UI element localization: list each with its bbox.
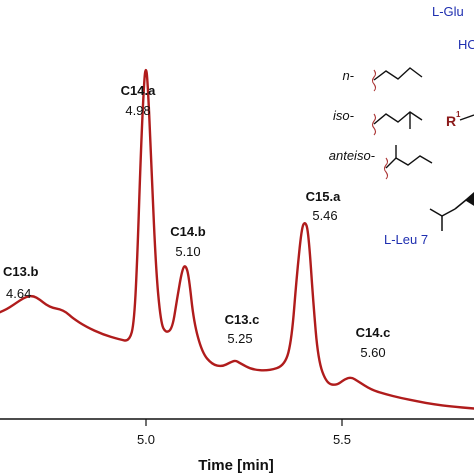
peak-name-c14c: C14.c <box>356 325 391 340</box>
peak-rt-c15a: 5.46 <box>312 208 337 223</box>
structure-label-anteiso: anteiso- <box>329 148 376 163</box>
peak-name-c14a: C14.a <box>121 83 156 98</box>
r1-superscript: 1 <box>456 110 461 119</box>
peak-name-c13c: C13.c <box>225 312 260 327</box>
r1-label: R <box>446 113 456 129</box>
r1-bond <box>459 114 474 121</box>
l-glu-label: L-Glu <box>432 4 464 19</box>
n-alkyl-structure <box>371 67 423 92</box>
peak-name-c14b: C14.b <box>170 224 205 239</box>
peak-rt-c14b: 5.10 <box>175 244 200 259</box>
peak-name-c13b: C13.b <box>3 264 38 279</box>
x-tick-label-5-5: 5.5 <box>333 432 351 447</box>
peak-rt-c13c: 5.25 <box>227 331 252 346</box>
x-tick-label-5-0: 5.0 <box>137 432 155 447</box>
peak-rt-c13b: 4.64 <box>6 286 31 301</box>
peak-rt-c14a: 4.98 <box>125 103 150 118</box>
x-axis-label: Time [min] <box>198 457 274 474</box>
ho-label: HO <box>458 37 474 52</box>
peak-name-c15a: C15.a <box>306 189 341 204</box>
anteiso-alkyl-structure <box>383 145 433 180</box>
structure-label-n: n- <box>342 68 354 83</box>
leucine-sidechain-structure <box>429 192 474 231</box>
iso-alkyl-structure <box>371 111 423 136</box>
structure-label-iso: iso- <box>333 108 355 123</box>
chromatogram-trace <box>0 68 474 410</box>
l-leu-label: L-Leu 7 <box>384 232 428 247</box>
peak-rt-c14c: 5.60 <box>360 345 385 360</box>
